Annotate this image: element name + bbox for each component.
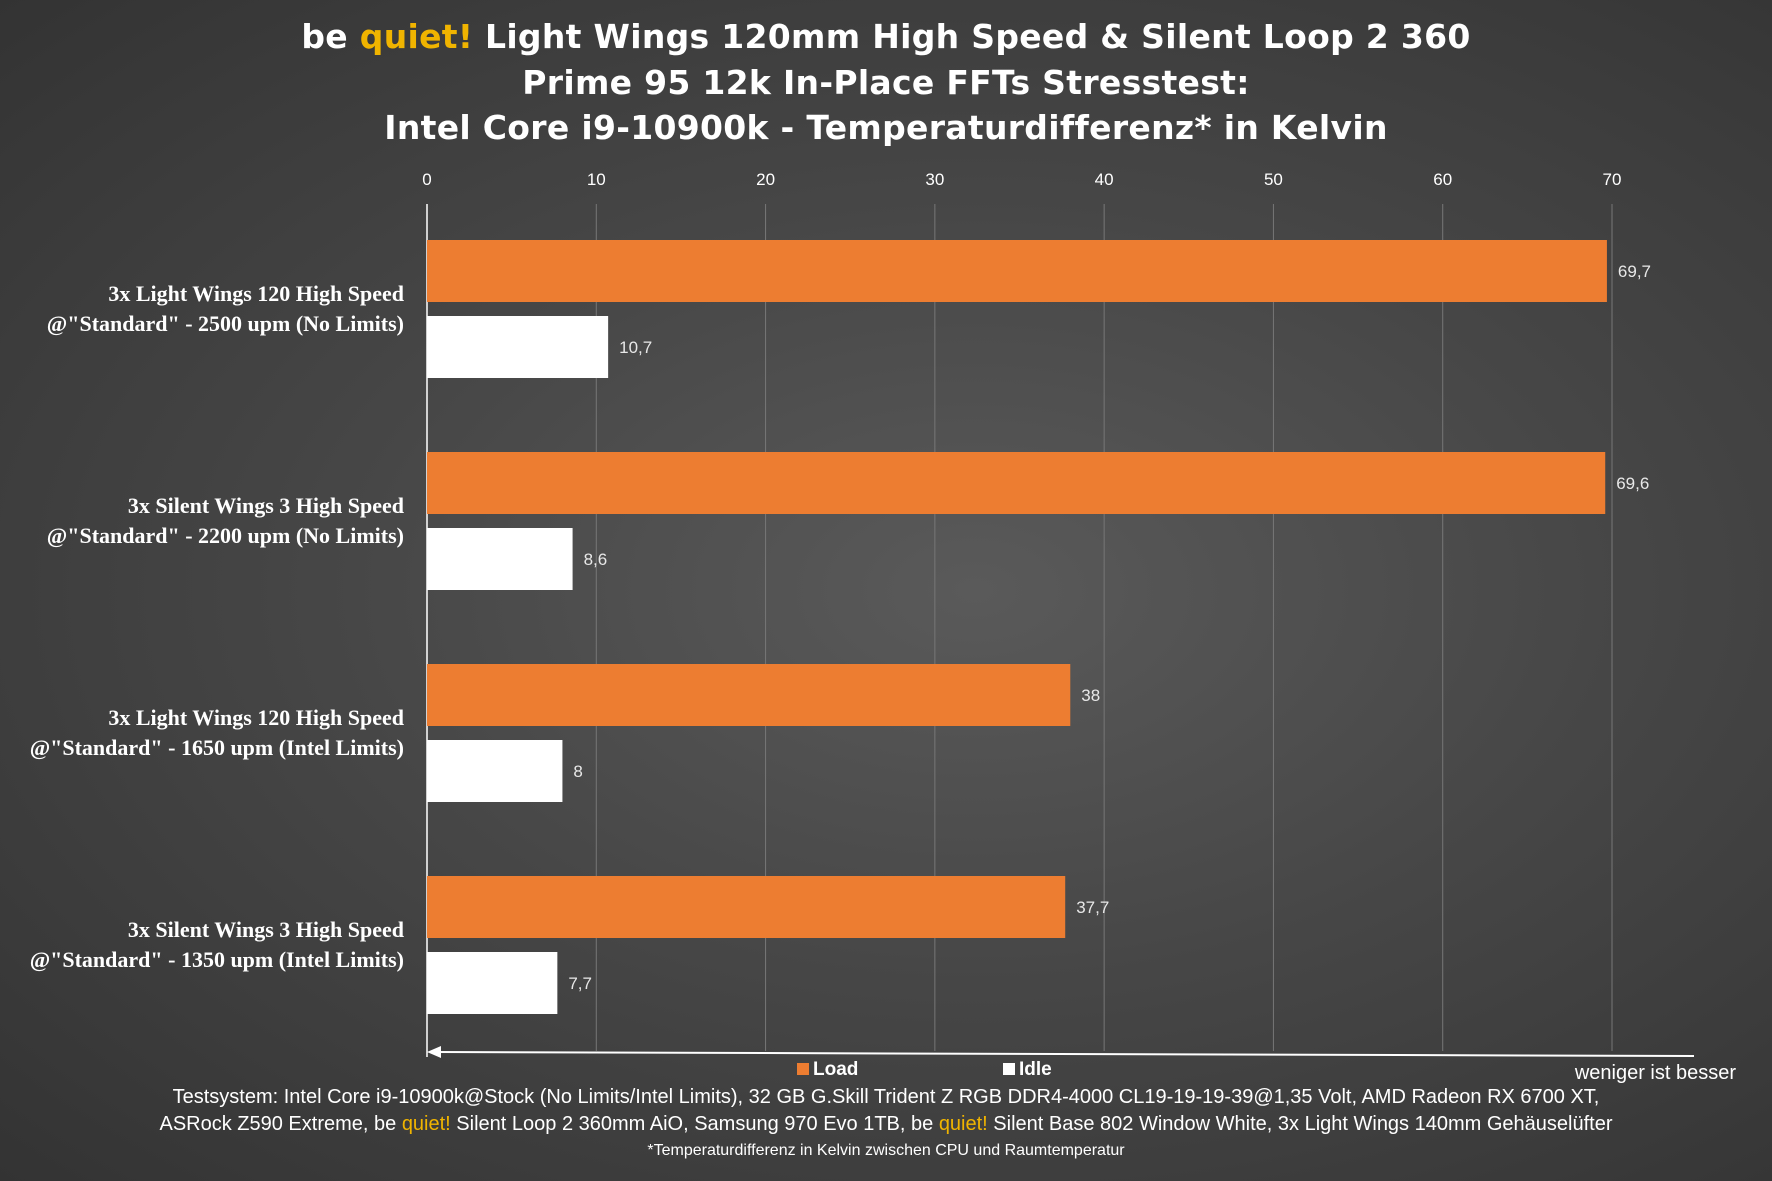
axis-hint: weniger ist besser (1574, 1062, 1736, 1084)
category-label-1-line-1: 3x Light Wings 120 High Speed (108, 281, 404, 306)
bar-load-1 (427, 240, 1607, 302)
x-tick-label-50: 50 (1264, 170, 1283, 189)
footer-testsystem: Testsystem: Intel Core i9-10900k@Stock (… (172, 1086, 1600, 1108)
better-arrow-head (427, 1046, 441, 1058)
footer-brand-accent-2: quiet! (938, 1113, 988, 1135)
title-text-pre: be (301, 17, 360, 56)
legend-swatch-load (797, 1063, 809, 1075)
data-label-idle-1: 10,7 (619, 338, 652, 357)
footer-text-a: ASRock Z590 Extreme, be (159, 1113, 402, 1135)
x-tick-label-30: 30 (925, 170, 944, 189)
footer-note: *Temperaturdifferenz in Kelvin zwischen … (647, 1142, 1125, 1159)
category-label-2-line-1: 3x Silent Wings 3 High Speed (128, 493, 404, 518)
x-tick-label-20: 20 (756, 170, 775, 189)
legend-label-idle: Idle (1019, 1059, 1052, 1080)
data-label-idle-3: 8 (573, 762, 582, 781)
bar-load-4 (427, 876, 1066, 938)
legend-swatch-idle (1003, 1063, 1015, 1075)
data-label-load-2: 69,6 (1616, 474, 1649, 493)
x-tick-label-70: 70 (1603, 170, 1622, 189)
bar-load-2 (427, 452, 1606, 514)
data-label-idle-4: 7,7 (568, 974, 592, 993)
legend-item-load: Load (797, 1059, 858, 1081)
category-label-3-line-2: @"Standard" - 1650 upm (Intel Limits) (30, 735, 404, 760)
category-label-1-line-2: @"Standard" - 2500 upm (No Limits) (47, 311, 404, 336)
data-label-load-3: 38 (1081, 686, 1100, 705)
x-tick-label-60: 60 (1433, 170, 1452, 189)
bar-idle-2 (427, 528, 573, 590)
bar-idle-1 (427, 316, 609, 378)
chart-title: be quiet! Light Wings 120mm High Speed &… (0, 14, 1772, 151)
data-label-load-4: 37,7 (1076, 898, 1109, 917)
footer-text-b: Silent Loop 2 360mm AiO, Samsung 970 Evo… (450, 1113, 939, 1135)
x-tick-label-10: 10 (587, 170, 606, 189)
data-label-idle-2: 8,6 (584, 550, 608, 569)
category-label-2-line-2: @"Standard" - 2200 upm (No Limits) (47, 523, 404, 548)
legend-label-load: Load (813, 1059, 859, 1080)
title-line-2: Prime 95 12k In-Place FFTs Stresstest: (522, 62, 1250, 102)
legend-item-idle: Idle (1003, 1059, 1052, 1081)
better-arrow-line (434, 1051, 1695, 1057)
footer-text-c: Silent Base 802 Window White, 3x Light W… (987, 1113, 1613, 1135)
footer-brand-accent-1: quiet! (401, 1113, 451, 1135)
x-tick-label-0: 0 (422, 170, 431, 189)
bar-idle-4 (427, 952, 558, 1014)
x-tick-label-40: 40 (1095, 170, 1114, 189)
bar-idle-3 (427, 740, 563, 802)
footer-components: ASRock Z590 Extreme, be quiet! Silent Lo… (0, 1113, 1772, 1136)
category-label-4-line-2: @"Standard" - 1350 upm (Intel Limits) (30, 947, 404, 972)
data-label-load-1: 69,7 (1618, 262, 1651, 281)
category-label-3-line-1: 3x Light Wings 120 High Speed (108, 705, 404, 730)
title-line-1: be quiet! Light Wings 120mm High Speed &… (0, 14, 1772, 60)
title-text-post: Light Wings 120mm High Speed & Silent Lo… (473, 17, 1471, 56)
title-brand-accent: quiet! (359, 17, 474, 56)
title-line-3: Intel Core i9-10900k - Temperaturdiffere… (384, 108, 1388, 147)
category-label-4-line-1: 3x Silent Wings 3 High Speed (128, 917, 404, 942)
bar-load-3 (427, 664, 1071, 726)
